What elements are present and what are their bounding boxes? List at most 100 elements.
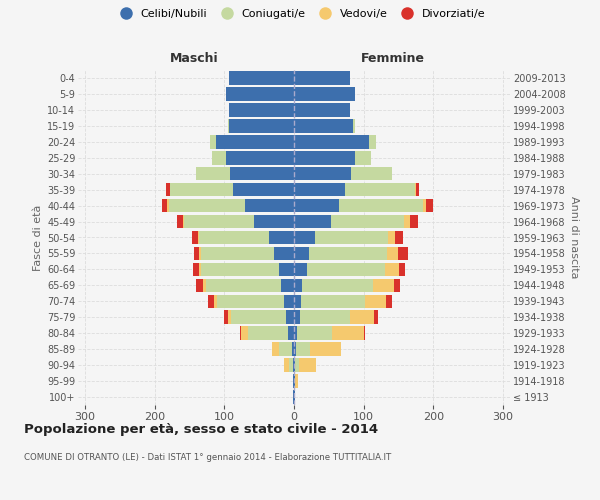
Y-axis label: Fasce di età: Fasce di età [32, 204, 43, 270]
Bar [294, 358, 295, 372]
Text: Femmine: Femmine [361, 52, 425, 65]
Bar [394, 278, 400, 292]
Bar [294, 215, 331, 228]
Bar [294, 326, 298, 340]
Bar [369, 135, 376, 148]
Bar [294, 294, 301, 308]
Bar [212, 151, 226, 164]
Bar [294, 103, 350, 117]
Bar [427, 199, 433, 212]
Bar [229, 119, 294, 132]
Bar [161, 199, 167, 212]
Bar [307, 262, 385, 276]
Bar [245, 199, 294, 212]
Bar [299, 310, 350, 324]
Bar [294, 87, 355, 101]
Legend: Celibi/Nubili, Coniugati/e, Vedovi/e, Divorziati/e: Celibi/Nubili, Coniugati/e, Vedovi/e, Di… [111, 6, 489, 22]
Bar [339, 199, 423, 212]
Bar [331, 215, 404, 228]
Bar [169, 199, 245, 212]
Bar [226, 87, 294, 101]
Bar [365, 294, 386, 308]
Bar [294, 246, 310, 260]
Bar [203, 278, 206, 292]
Bar [170, 183, 233, 196]
Bar [216, 135, 294, 148]
Bar [274, 246, 294, 260]
Bar [398, 262, 406, 276]
Bar [167, 199, 169, 212]
Bar [423, 199, 427, 212]
Bar [388, 230, 395, 244]
Bar [233, 183, 294, 196]
Bar [199, 230, 269, 244]
Bar [410, 215, 418, 228]
Bar [214, 294, 217, 308]
Y-axis label: Anni di nascita: Anni di nascita [569, 196, 580, 279]
Bar [239, 326, 241, 340]
Bar [416, 183, 419, 196]
Bar [284, 358, 289, 372]
Bar [404, 215, 410, 228]
Bar [345, 183, 415, 196]
Bar [294, 183, 345, 196]
Bar [166, 183, 170, 196]
Bar [199, 262, 200, 276]
Bar [289, 326, 294, 340]
Bar [208, 294, 214, 308]
Bar [294, 230, 315, 244]
Bar [224, 310, 228, 324]
Bar [298, 326, 332, 340]
Bar [388, 246, 398, 260]
Bar [226, 151, 294, 164]
Bar [184, 215, 254, 228]
Bar [269, 230, 294, 244]
Bar [228, 119, 229, 132]
Bar [182, 215, 184, 228]
Bar [193, 262, 199, 276]
Bar [294, 167, 351, 180]
Bar [374, 310, 377, 324]
Bar [373, 278, 394, 292]
Bar [364, 326, 365, 340]
Bar [284, 294, 294, 308]
Text: COMUNE DI OTRANTO (LE) - Dati ISTAT 1° gennaio 2014 - Elaborazione TUTTITALIA.IT: COMUNE DI OTRANTO (LE) - Dati ISTAT 1° g… [24, 452, 391, 462]
Bar [177, 215, 182, 228]
Bar [294, 310, 299, 324]
Bar [293, 358, 294, 372]
Bar [295, 358, 299, 372]
Bar [350, 310, 374, 324]
Bar [192, 230, 198, 244]
Bar [294, 119, 353, 132]
Bar [355, 151, 371, 164]
Bar [228, 310, 231, 324]
Bar [299, 358, 316, 372]
Bar [332, 326, 364, 340]
Bar [196, 167, 230, 180]
Bar [293, 374, 294, 388]
Bar [310, 246, 388, 260]
Bar [294, 71, 350, 85]
Bar [310, 342, 341, 356]
Text: Popolazione per età, sesso e stato civile - 2014: Popolazione per età, sesso e stato civil… [24, 422, 378, 436]
Bar [248, 326, 289, 340]
Bar [199, 246, 202, 260]
Bar [294, 374, 295, 388]
Bar [294, 342, 296, 356]
Bar [302, 278, 373, 292]
Bar [198, 230, 199, 244]
Bar [278, 262, 294, 276]
Bar [281, 278, 294, 292]
Bar [315, 230, 388, 244]
Bar [353, 119, 355, 132]
Bar [211, 135, 216, 148]
Bar [254, 215, 294, 228]
Bar [200, 262, 278, 276]
Bar [206, 278, 281, 292]
Bar [294, 262, 307, 276]
Bar [272, 342, 280, 356]
Text: Maschi: Maschi [170, 52, 219, 65]
Bar [229, 71, 294, 85]
Bar [294, 278, 302, 292]
Bar [241, 326, 248, 340]
